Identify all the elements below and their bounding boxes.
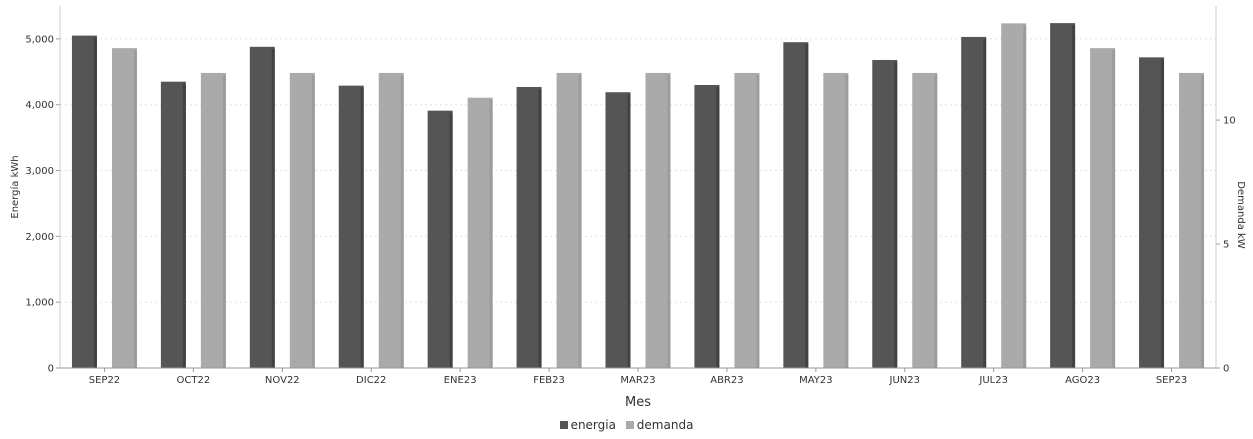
grid-lines	[56, 38, 1220, 372]
y-left-tick-label: 3,000	[25, 166, 54, 177]
bar-demanda[interactable]	[645, 72, 671, 369]
bar-demanda[interactable]	[912, 72, 938, 369]
bar-shade	[667, 74, 671, 369]
bar-demanda[interactable]	[556, 72, 582, 369]
bar-shade	[756, 74, 760, 369]
bar-energia[interactable]	[872, 59, 898, 368]
y-left-tick-label: 2,000	[25, 232, 54, 243]
x-tick-label: SEP23	[1156, 375, 1187, 386]
bar-shade	[805, 44, 809, 368]
x-tick-label: JUN23	[889, 375, 920, 386]
legend-swatch-energia	[559, 421, 568, 429]
bar-shade	[360, 87, 364, 368]
bar-energia[interactable]	[961, 36, 987, 369]
bar-energia[interactable]	[249, 46, 275, 368]
bar-shade	[578, 74, 582, 369]
bar-demanda[interactable]	[1090, 48, 1116, 368]
bar-energia[interactable]	[338, 85, 364, 368]
legend: energia demanda	[0, 418, 1253, 432]
legend-item-energia[interactable]: energia	[559, 418, 616, 432]
bar-shade	[400, 74, 404, 369]
y-right-tick-label: 5	[1223, 240, 1229, 251]
x-tick-label: DIC22	[356, 375, 386, 386]
bar-shade	[845, 74, 849, 369]
bar-energia[interactable]	[694, 84, 720, 369]
legend-label-energia: energia	[570, 418, 616, 432]
bar-demanda[interactable]	[200, 72, 226, 369]
x-tick-label: ENE23	[444, 375, 477, 386]
x-tick-label: JUL23	[978, 375, 1008, 386]
bar-energia[interactable]	[71, 35, 97, 368]
bar-shade	[1023, 25, 1027, 368]
bar-shade	[983, 38, 987, 369]
x-tick-label: NOV22	[265, 375, 300, 386]
bar-demanda[interactable]	[1001, 23, 1027, 368]
bar-demanda[interactable]	[289, 72, 315, 369]
y-right-tick-label: 0	[1223, 364, 1229, 375]
bar-shade	[489, 99, 493, 369]
bar-shade	[1161, 59, 1165, 368]
bar-shade	[627, 94, 631, 369]
y-axis-right-title: Demanda kW	[1235, 181, 1246, 249]
bar-shade	[133, 50, 137, 368]
y-left-tick-label: 1,000	[25, 298, 54, 309]
legend-swatch-demanda	[625, 421, 634, 429]
x-tick-label: MAY23	[799, 375, 833, 386]
bar-shade	[222, 74, 226, 369]
bar-energia[interactable]	[427, 110, 453, 368]
bar-demanda[interactable]	[1179, 72, 1205, 369]
bar-energia[interactable]	[1050, 23, 1076, 368]
bar-energia[interactable]	[160, 81, 186, 368]
y-left-tick-label: 5,000	[25, 34, 54, 45]
bar-demanda[interactable]	[111, 48, 137, 368]
bar-demanda[interactable]	[378, 72, 404, 369]
y-right-tick-label: 10	[1223, 116, 1236, 127]
bars	[71, 23, 1205, 369]
axes	[59, 6, 1217, 369]
bar-shade	[271, 48, 275, 368]
x-tick-label: ABR23	[710, 375, 743, 386]
x-tick-label: MAR23	[620, 375, 655, 386]
x-tick-label: OCT22	[177, 375, 211, 386]
bar-energia[interactable]	[605, 92, 631, 369]
bar-shade	[934, 74, 938, 369]
tick-labels: 0 1,000 2,000 3,000 4,000 5,000 0 5 10 SEP22 OCT22…	[25, 34, 1235, 386]
bar-shade	[449, 112, 453, 368]
bar-shade	[716, 86, 720, 369]
bar-demanda[interactable]	[734, 72, 760, 369]
bar-energia[interactable]	[783, 42, 809, 368]
legend-item-demanda[interactable]: demanda	[625, 418, 694, 432]
bar-shade	[538, 88, 542, 368]
x-tick-label: FEB23	[533, 375, 565, 386]
y-axis-left-title: Energía kWh	[9, 155, 21, 218]
bar-shade	[1112, 50, 1116, 368]
bar-energia[interactable]	[1139, 57, 1165, 368]
bar-shade	[182, 83, 186, 368]
x-axis-title: Mes	[625, 395, 651, 410]
bar-shade	[1072, 25, 1076, 368]
bar-shade	[93, 37, 97, 368]
bar-shade	[1201, 74, 1205, 369]
bar-shade	[894, 61, 898, 368]
legend-label-demanda: demanda	[636, 418, 694, 432]
bar-shade	[311, 74, 315, 369]
bar-demanda[interactable]	[467, 97, 493, 369]
y-left-tick-label: 4,000	[25, 100, 54, 111]
x-tick-label: SEP22	[89, 375, 120, 386]
bar-demanda[interactable]	[823, 72, 849, 369]
y-left-tick-label: 0	[48, 364, 54, 375]
x-tick-label: AGO23	[1065, 375, 1100, 386]
bar-energia[interactable]	[516, 86, 542, 368]
